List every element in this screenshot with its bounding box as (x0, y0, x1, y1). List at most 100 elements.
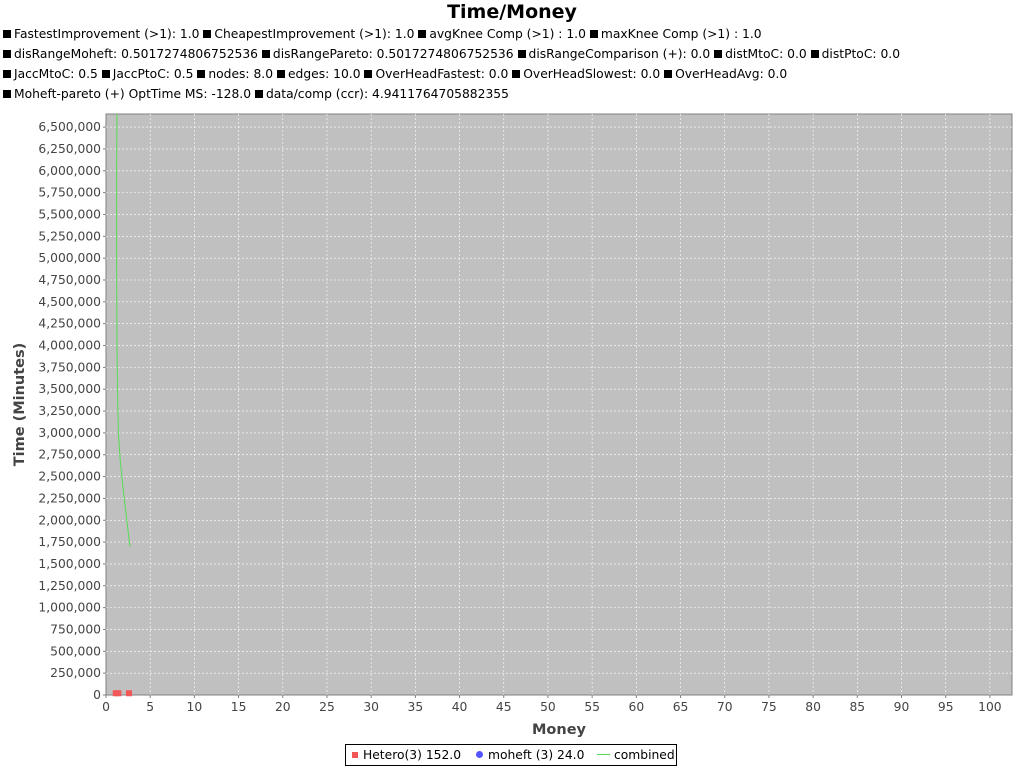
x-tick-label: 55 (584, 700, 600, 714)
legend-square-icon (101, 70, 110, 78)
legend-square-icon (276, 70, 285, 78)
x-tick-label: 5 (146, 700, 154, 714)
x-tick-label: 0 (102, 700, 110, 714)
legend-square-icon (254, 90, 263, 98)
legend-label-combined: combined (614, 748, 675, 762)
legend-square-icon (203, 30, 212, 38)
y-tick-label: 2,750,000 (38, 448, 101, 462)
subtitle-metric: data/comp (ccr): 4.9411764705882355 (265, 87, 509, 101)
x-tick-label: 20 (275, 700, 291, 714)
subtitle-line-1: FastestImprovement (>1): 1.0 CheapestImp… (3, 27, 762, 41)
x-tick-label: 45 (496, 700, 512, 714)
legend-square-icon (197, 70, 206, 78)
data-marks (112, 113, 132, 697)
series-line-combined (116, 113, 131, 547)
legend-square-icon (664, 70, 673, 78)
y-tick-label: 250,000 (50, 666, 101, 680)
legend-square-icon (261, 50, 270, 58)
y-tick-label: 6,250,000 (38, 142, 101, 156)
subtitle-metric: Moheft-pareto (+) OptTime MS: -128.0 (14, 87, 252, 101)
plot-background (105, 113, 1013, 696)
y-tick-label: 1,250,000 (38, 579, 101, 593)
legend-square-icon (3, 90, 11, 98)
y-tick-label: 4,500,000 (38, 295, 101, 309)
legend-square-icon (418, 30, 427, 38)
subtitle-metric: OverHeadSlowest: 0.0 (523, 67, 661, 81)
subtitle-line-3: JaccMtoC: 0.5 JaccPtoC: 0.5 nodes: 8.0 e… (3, 67, 787, 81)
y-tick-label: 1,500,000 (38, 557, 101, 571)
y-tick-label: 5,500,000 (38, 207, 101, 221)
red-square-marker-icon (352, 752, 358, 758)
y-tick-label: 3,000,000 (38, 426, 101, 440)
subtitle-metric: edges: 10.0 (287, 67, 361, 81)
x-tick-label: 75 (761, 700, 777, 714)
legend-square-icon (714, 50, 723, 58)
chart-title: Time/Money (447, 1, 577, 23)
y-tick-label: 6,000,000 (38, 164, 101, 178)
x-tick-label: 25 (319, 700, 335, 714)
y-axis-label: Time (Minutes) (12, 343, 28, 467)
x-tick-label: 85 (849, 700, 865, 714)
x-tick-label: 95 (938, 700, 954, 714)
legend-square-icon (3, 30, 11, 38)
legend-square-icon (810, 50, 819, 58)
blue-circle-marker-icon (476, 751, 483, 758)
y-tick-label: 2,000,000 (38, 513, 101, 527)
subtitle-metric: maxKnee Comp (>1) : 1.0 (600, 27, 762, 41)
x-tick-label: 60 (629, 700, 645, 714)
x-tick-label: 100 (978, 700, 1001, 714)
x-tick-label: 10 (187, 700, 203, 714)
y-tick-label: 2,250,000 (38, 491, 101, 505)
subtitle-metric: avgKnee Comp (>1) : 1.0 (429, 27, 586, 41)
y-tick-label: 4,750,000 (38, 273, 101, 287)
subtitle-metric: disRangePareto: 0.5017274806752536 (272, 47, 514, 61)
legend: Hetero(3) 152.0 moheft (3) 24.0 combined (345, 744, 677, 766)
legend-square-icon (517, 50, 526, 58)
y-tick-label: 3,500,000 (38, 382, 101, 396)
legend-square-icon (512, 70, 521, 78)
data-point-hetero (115, 690, 122, 697)
y-tick-label: 750,000 (50, 622, 101, 636)
legend-item-moheft: moheft (3) 24.0 (476, 748, 584, 762)
x-tick-label: 65 (673, 700, 689, 714)
y-tick-label: 1,000,000 (38, 601, 101, 615)
subtitle-metric: JaccPtoC: 0.5 (112, 67, 194, 81)
x-tick-label: 15 (231, 700, 247, 714)
legend-item-hetero: Hetero(3) 152.0 (352, 748, 461, 762)
gridlines (106, 114, 1012, 695)
subtitle-line-4: Moheft-pareto (+) OptTime MS: -128.0 dat… (3, 87, 509, 101)
y-tick-label: 5,250,000 (38, 229, 101, 243)
legend-square-icon (589, 30, 598, 38)
x-tick-label: 80 (805, 700, 821, 714)
y-tick-label: 3,750,000 (38, 360, 101, 374)
y-tick-label: 5,750,000 (38, 186, 101, 200)
x-axis-label: Money (532, 722, 587, 738)
legend-label-moheft: moheft (3) 24.0 (488, 748, 585, 762)
x-tick-label: 50 (540, 700, 556, 714)
y-tick-label: 5,000,000 (38, 251, 101, 265)
y-tick-label: 1,750,000 (38, 535, 101, 549)
subtitle-metric: disRangeMoheft: 0.5017274806752536 (14, 47, 258, 61)
x-tick-label: 90 (894, 700, 910, 714)
subtitle-line-2: disRangeMoheft: 0.5017274806752536 disRa… (3, 47, 900, 61)
x-tick-label: 40 (452, 700, 468, 714)
subtitle-metric: CheapestImprovement (>1): 1.0 (214, 27, 415, 41)
legend-label-hetero: Hetero(3) 152.0 (363, 748, 462, 762)
legend-square-icon (3, 70, 11, 78)
y-tick-label: 0 (93, 688, 101, 702)
y-tick-label: 6,500,000 (38, 120, 101, 134)
x-tick-label: 30 (363, 700, 379, 714)
legend-square-icon (364, 70, 373, 78)
y-tick-label: 4,000,000 (38, 339, 101, 353)
green-line-marker-icon (597, 754, 610, 755)
y-tick-label: 500,000 (50, 644, 101, 658)
subtitle-metric: OverHeadFastest: 0.0 (375, 67, 509, 81)
subtitle-metric: JaccMtoC: 0.5 (14, 67, 98, 81)
subtitle-metric: distMtoC: 0.0 (725, 47, 807, 61)
subtitle-metric: disRangeComparison (+): 0.0 (528, 47, 711, 61)
y-tick-label: 2,500,000 (38, 470, 101, 484)
legend-square-icon (3, 50, 11, 58)
subtitle-metric: OverHeadAvg: 0.0 (675, 67, 788, 81)
data-point-hetero (125, 690, 132, 697)
